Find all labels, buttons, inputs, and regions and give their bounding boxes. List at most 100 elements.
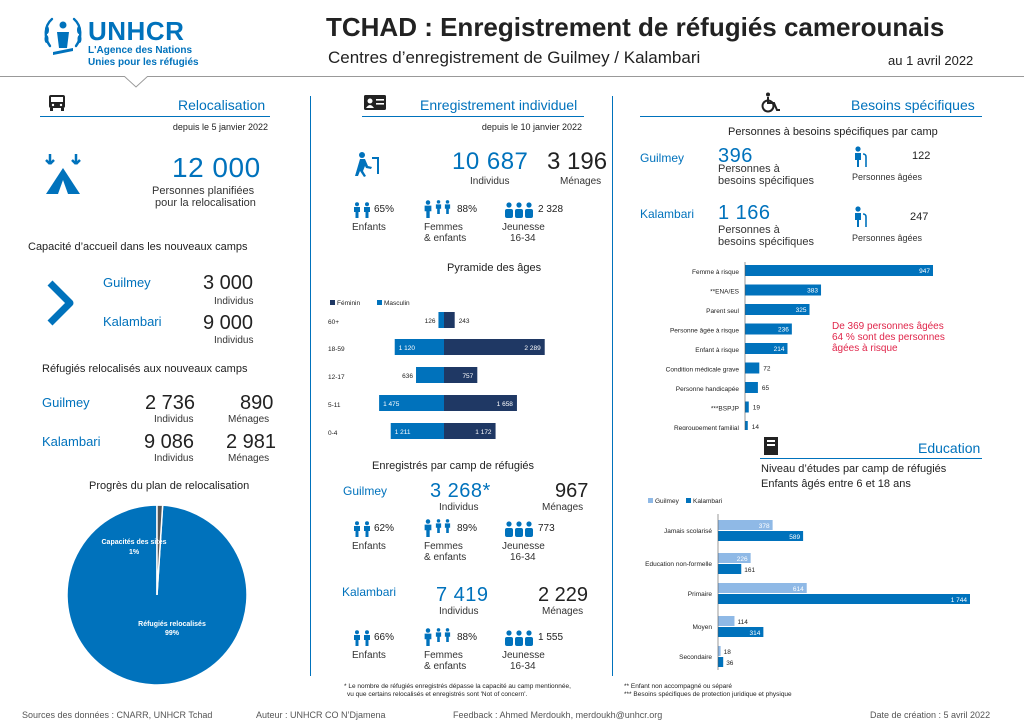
pyramid-value-female: 126: [425, 318, 436, 325]
besoins-label-1-2: besoins spécifiques: [718, 236, 815, 248]
edu-bar-value: 589: [789, 534, 800, 541]
edu-bar-guilmey: [718, 616, 735, 626]
relocalisation-since: depuis le 5 janvier 2022: [172, 122, 268, 132]
needs-category-label: Personne âgée à risque: [670, 328, 739, 335]
women-label-2: & enfants: [424, 661, 467, 672]
footnote-1b: vu que certains relocalisés et enregistr…: [347, 691, 528, 698]
needs-bar: [745, 343, 788, 354]
youth-icon: [504, 630, 534, 651]
besoins-subtitle: Personnes à besoins spécifiques par camp: [728, 126, 938, 138]
relocated-men-0: 890: [240, 392, 274, 414]
needs-category-label: Femme à risque: [692, 269, 739, 276]
edu-bar-value: 314: [750, 630, 761, 637]
capacity-unit-0: Individus: [214, 296, 254, 307]
children-label: Enfants: [352, 222, 386, 233]
capacity-camp-1: Kalambari: [103, 314, 162, 329]
id-card-icon: [364, 95, 386, 110]
pyramid-bar-female: [390, 423, 444, 439]
enr-camp-1-men-label: Ménages: [542, 606, 584, 617]
edu-bar-kalambari: [718, 531, 804, 541]
logo-sub-2: Unies pour les réfugiés: [88, 57, 199, 68]
pyramid-age-label: 60+: [328, 319, 339, 326]
enr-individus-value: 10 687: [452, 148, 529, 175]
edu-bar-kalambari: [718, 594, 970, 604]
legend-k-label: Kalambari: [693, 498, 722, 505]
pyramid-value-male: 1 658: [497, 401, 514, 408]
children-pct: 65%: [374, 204, 395, 215]
besoins-note-1: De 369 personnes âgées: [832, 321, 944, 332]
logo-text: UNHCR: [88, 16, 185, 46]
besoins-aged-label-0: Personnes âgées: [852, 172, 923, 182]
pyramid-value-female: 636: [402, 373, 413, 380]
legend-f-swatch: [330, 300, 335, 305]
pyramid-value-female: 1 475: [383, 401, 400, 408]
pyramid-bar-female: [438, 312, 444, 328]
relocated-ind-label-1: Individus: [154, 453, 194, 464]
relocated-ind-1: 9 086: [144, 431, 195, 453]
edu-category-label: Moyen: [692, 624, 712, 631]
education-subtitle-2: Enfants âgés entre 6 et 18 ans: [761, 478, 911, 490]
bus-icon: [49, 95, 65, 111]
edu-bar-value: 226: [737, 556, 748, 563]
children-label: Enfants: [352, 541, 386, 552]
besoins-rule: [640, 116, 982, 117]
pyramid-value-male: 243: [459, 318, 470, 325]
planned-label-2: pour la relocalisation: [155, 197, 256, 209]
besoins-value-0: 396: [718, 145, 753, 167]
education-rule: [760, 458, 982, 459]
pyramid-bar-female: [379, 395, 444, 411]
besoins-note-2: 64 % sont des personnes: [832, 332, 945, 343]
besoins-label-0-1: Personnes à: [718, 163, 780, 175]
women-label-2: & enfants: [424, 552, 467, 563]
legend-k-swatch: [686, 498, 691, 503]
tent-arrows-icon: [45, 154, 81, 194]
children-pct: 66%: [374, 632, 395, 643]
besoins-value-1: 1 166: [718, 202, 771, 224]
enr-camp-1: Kalambari: [342, 585, 397, 599]
needs-bar: [745, 421, 748, 430]
pyramid-age-label: 5-11: [328, 402, 341, 409]
women-pct: 88%: [457, 632, 478, 643]
children-icon: [352, 521, 372, 539]
children-pct: 62%: [374, 523, 395, 534]
needs-category-label: Parent seul: [706, 308, 739, 315]
women-children-icon: [422, 200, 452, 218]
edu-category-label: Jamais scolarisé: [664, 528, 712, 535]
pie-slice-capacity: [156, 504, 164, 596]
header-rule: [0, 76, 1024, 77]
legend-f-label: Féminin: [337, 300, 361, 307]
pyramid-value-female: 1 211: [395, 429, 411, 436]
education-bar-chart: Guilmey Kalambari Jamais scolarisé 378 589…: [645, 498, 970, 670]
legend-g-label: Guilmey: [655, 498, 680, 505]
besoins-aged-0: 122: [912, 150, 931, 162]
legend-m-swatch: [377, 300, 382, 305]
children-label: Enfants: [352, 650, 386, 661]
unhcr-emblem-icon: [44, 17, 82, 55]
pyramid-age-label: 18-59: [328, 346, 345, 353]
capacity-camp-0: Guilmey: [103, 275, 151, 290]
enr-camp-0-menages: 967: [555, 480, 589, 502]
footnote-2a: ** Enfant non accompagné ou séparé: [624, 683, 733, 690]
pyramid-age-label: 0-4: [328, 430, 338, 437]
pyramid-value-male: 2 289: [524, 345, 541, 352]
relocalisation-rule: [40, 116, 270, 117]
relocated-ind-0: 2 736: [145, 392, 196, 414]
pyramid-value-female: 1 120: [399, 345, 416, 352]
children-icon: [352, 202, 372, 220]
legend-g-swatch: [648, 498, 653, 503]
relocated-men-label-0: Ménages: [228, 414, 270, 425]
edu-bar-kalambari: [718, 564, 742, 574]
elderly-person-icon: [855, 146, 867, 167]
women-pct: 88%: [457, 204, 478, 215]
enr-camp-0: Guilmey: [343, 484, 388, 498]
needs-bar-value: 947: [919, 268, 930, 275]
children-icon: [352, 630, 372, 648]
youth-value: 773: [538, 523, 555, 534]
edu-category-label: Education non-formelle: [645, 561, 712, 568]
relocated-title: Réfugiés relocalisés aux nouveaux camps: [42, 363, 248, 375]
needs-bar: [745, 265, 933, 276]
needs-category-label: Condition médicale grave: [666, 367, 740, 374]
besoins-note-3: âgées à risque: [832, 343, 898, 354]
youth-label-1: Jeunesse: [502, 650, 545, 661]
footnote-2b: *** Besoins spécifiques de protection ju…: [624, 691, 792, 698]
